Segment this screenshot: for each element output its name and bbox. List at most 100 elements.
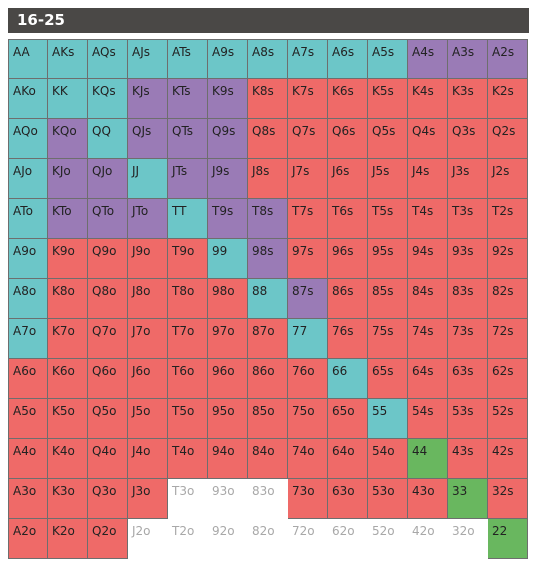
hand-cell-q7s[interactable]: Q7s xyxy=(288,119,328,159)
hand-cell-85o[interactable]: 85o xyxy=(248,399,288,439)
hand-cell-a6o[interactable]: A6o xyxy=(8,359,48,399)
hand-cell-j5o[interactable]: J5o xyxy=(128,399,168,439)
hand-cell-q4o[interactable]: Q4o xyxy=(88,439,128,479)
hand-cell-j8o[interactable]: J8o xyxy=(128,279,168,319)
hand-cell-55[interactable]: 55 xyxy=(368,399,408,439)
hand-cell-44[interactable]: 44 xyxy=(408,439,448,479)
hand-cell-q3o[interactable]: Q3o xyxy=(88,479,128,519)
hand-cell-97o[interactable]: 97o xyxy=(208,319,248,359)
hand-cell-t8s[interactable]: T8s xyxy=(248,199,288,239)
hand-cell-jj[interactable]: JJ xyxy=(128,159,168,199)
hand-cell-q9s[interactable]: Q9s xyxy=(208,119,248,159)
hand-cell-66[interactable]: 66 xyxy=(328,359,368,399)
hand-cell-aqo[interactable]: AQo xyxy=(8,119,48,159)
hand-cell-75o[interactable]: 75o xyxy=(288,399,328,439)
hand-cell-95o[interactable]: 95o xyxy=(208,399,248,439)
hand-cell-33[interactable]: 33 xyxy=(448,479,488,519)
hand-cell-aqs[interactable]: AQs xyxy=(88,39,128,79)
hand-cell-83s[interactable]: 83s xyxy=(448,279,488,319)
hand-cell-t5o[interactable]: T5o xyxy=(168,399,208,439)
hand-cell-42s[interactable]: 42s xyxy=(488,439,528,479)
hand-cell-62s[interactable]: 62s xyxy=(488,359,528,399)
hand-cell-kk[interactable]: KK xyxy=(48,79,88,119)
hand-cell-93o[interactable]: 93o xyxy=(208,479,248,519)
hand-cell-k9o[interactable]: K9o xyxy=(48,239,88,279)
hand-cell-76s[interactable]: 76s xyxy=(328,319,368,359)
hand-cell-j9s[interactable]: J9s xyxy=(208,159,248,199)
hand-cell-j3s[interactable]: J3s xyxy=(448,159,488,199)
hand-cell-83o[interactable]: 83o xyxy=(248,479,288,519)
hand-cell-kjs[interactable]: KJs xyxy=(128,79,168,119)
hand-cell-t9o[interactable]: T9o xyxy=(168,239,208,279)
hand-cell-53o[interactable]: 53o xyxy=(368,479,408,519)
hand-cell-k7o[interactable]: K7o xyxy=(48,319,88,359)
hand-cell-a9o[interactable]: A9o xyxy=(8,239,48,279)
hand-cell-a8o[interactable]: A8o xyxy=(8,279,48,319)
hand-cell-qq[interactable]: QQ xyxy=(88,119,128,159)
hand-cell-42o[interactable]: 42o xyxy=(408,519,448,559)
hand-cell-q9o[interactable]: Q9o xyxy=(88,239,128,279)
hand-cell-qjs[interactable]: QJs xyxy=(128,119,168,159)
hand-cell-54o[interactable]: 54o xyxy=(368,439,408,479)
hand-cell-53s[interactable]: 53s xyxy=(448,399,488,439)
hand-cell-63o[interactable]: 63o xyxy=(328,479,368,519)
hand-cell-t4s[interactable]: T4s xyxy=(408,199,448,239)
hand-cell-73o[interactable]: 73o xyxy=(288,479,328,519)
hand-cell-64o[interactable]: 64o xyxy=(328,439,368,479)
hand-cell-a6s[interactable]: A6s xyxy=(328,39,368,79)
hand-cell-t6s[interactable]: T6s xyxy=(328,199,368,239)
hand-cell-q6o[interactable]: Q6o xyxy=(88,359,128,399)
hand-cell-k2o[interactable]: K2o xyxy=(48,519,88,559)
hand-cell-qto[interactable]: QTo xyxy=(88,199,128,239)
hand-cell-65s[interactable]: 65s xyxy=(368,359,408,399)
hand-cell-82o[interactable]: 82o xyxy=(248,519,288,559)
hand-cell-95s[interactable]: 95s xyxy=(368,239,408,279)
hand-cell-kqo[interactable]: KQo xyxy=(48,119,88,159)
hand-cell-ajs[interactable]: AJs xyxy=(128,39,168,79)
hand-cell-32s[interactable]: 32s xyxy=(488,479,528,519)
hand-cell-a7o[interactable]: A7o xyxy=(8,319,48,359)
hand-cell-aks[interactable]: AKs xyxy=(48,39,88,79)
hand-cell-kjo[interactable]: KJo xyxy=(48,159,88,199)
hand-cell-j5s[interactable]: J5s xyxy=(368,159,408,199)
hand-cell-k6o[interactable]: K6o xyxy=(48,359,88,399)
hand-cell-a2s[interactable]: A2s xyxy=(488,39,528,79)
hand-cell-a5o[interactable]: A5o xyxy=(8,399,48,439)
hand-cell-96s[interactable]: 96s xyxy=(328,239,368,279)
hand-cell-84o[interactable]: 84o xyxy=(248,439,288,479)
hand-cell-t6o[interactable]: T6o xyxy=(168,359,208,399)
hand-cell-kto[interactable]: KTo xyxy=(48,199,88,239)
hand-cell-a8s[interactable]: A8s xyxy=(248,39,288,79)
hand-cell-k8s[interactable]: K8s xyxy=(248,79,288,119)
hand-cell-98s[interactable]: 98s xyxy=(248,239,288,279)
hand-cell-k6s[interactable]: K6s xyxy=(328,79,368,119)
hand-cell-t8o[interactable]: T8o xyxy=(168,279,208,319)
hand-cell-82s[interactable]: 82s xyxy=(488,279,528,319)
hand-cell-62o[interactable]: 62o xyxy=(328,519,368,559)
hand-cell-q7o[interactable]: Q7o xyxy=(88,319,128,359)
hand-cell-j8s[interactable]: J8s xyxy=(248,159,288,199)
hand-cell-kts[interactable]: KTs xyxy=(168,79,208,119)
hand-cell-76o[interactable]: 76o xyxy=(288,359,328,399)
hand-cell-74s[interactable]: 74s xyxy=(408,319,448,359)
hand-cell-k3s[interactable]: K3s xyxy=(448,79,488,119)
hand-cell-k4o[interactable]: K4o xyxy=(48,439,88,479)
hand-cell-72s[interactable]: 72s xyxy=(488,319,528,359)
hand-cell-j3o[interactable]: J3o xyxy=(128,479,168,519)
hand-cell-j4s[interactable]: J4s xyxy=(408,159,448,199)
hand-cell-j6s[interactable]: J6s xyxy=(328,159,368,199)
hand-cell-94s[interactable]: 94s xyxy=(408,239,448,279)
hand-cell-k5s[interactable]: K5s xyxy=(368,79,408,119)
hand-cell-a7s[interactable]: A7s xyxy=(288,39,328,79)
hand-cell-87s[interactable]: 87s xyxy=(288,279,328,319)
hand-cell-32o[interactable]: 32o xyxy=(448,519,488,559)
hand-cell-ato[interactable]: ATo xyxy=(8,199,48,239)
hand-cell-q8o[interactable]: Q8o xyxy=(88,279,128,319)
hand-cell-k8o[interactable]: K8o xyxy=(48,279,88,319)
hand-cell-q3s[interactable]: Q3s xyxy=(448,119,488,159)
hand-cell-a4o[interactable]: A4o xyxy=(8,439,48,479)
hand-cell-jts[interactable]: JTs xyxy=(168,159,208,199)
hand-cell-q5o[interactable]: Q5o xyxy=(88,399,128,439)
hand-cell-ajo[interactable]: AJo xyxy=(8,159,48,199)
hand-cell-t3o[interactable]: T3o xyxy=(168,479,208,519)
